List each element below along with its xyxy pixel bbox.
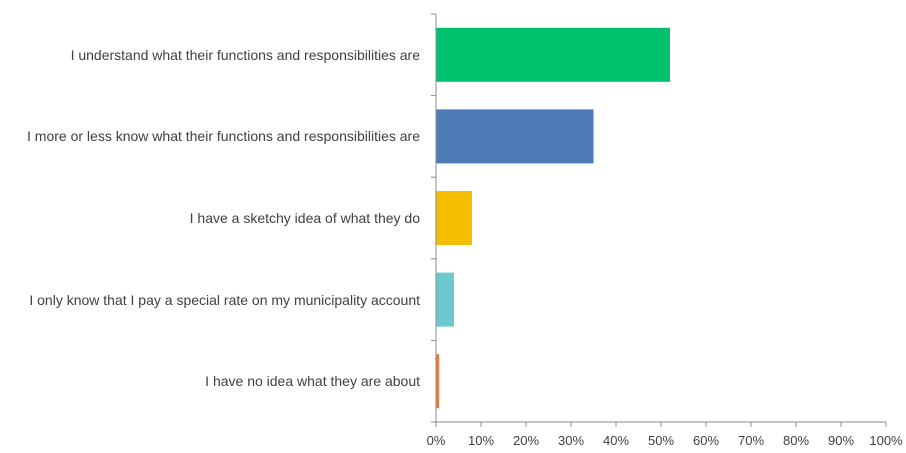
- bar-5: [436, 354, 440, 409]
- x-tick-label: 60%: [693, 433, 719, 448]
- category-label-5: I have no idea what they are about: [205, 373, 420, 390]
- x-tick-label: 50%: [648, 433, 674, 448]
- x-tick-label: 100%: [869, 433, 903, 448]
- x-tick-label: 0%: [427, 433, 446, 448]
- x-axis-ticks: 0% 10% 20% 30% 40% 50% 60% 70% 80% 90% 100%: [427, 433, 903, 448]
- bar-3: [436, 191, 472, 245]
- bar-2: [436, 109, 594, 164]
- x-tick-label: 90%: [828, 433, 854, 448]
- category-label-2: I more or less know what their functions…: [27, 128, 420, 145]
- category-label-3: I have a sketchy idea of what they do: [189, 210, 420, 226]
- x-tick-label: 30%: [558, 433, 584, 448]
- x-tick-label: 70%: [738, 433, 764, 448]
- category-label-1: I understand what their functions and re…: [70, 46, 420, 63]
- x-tick-label: 20%: [513, 433, 539, 448]
- x-tick-label: 10%: [468, 433, 494, 448]
- axes-group: [431, 13, 887, 427]
- bars-group: [436, 27, 670, 409]
- x-tick-label: 80%: [783, 433, 809, 448]
- x-tick-label: 40%: [603, 433, 629, 448]
- bar-1: [436, 27, 670, 82]
- category-label-4: I only know that I pay a special rate on…: [29, 291, 420, 308]
- bar-4: [436, 272, 454, 327]
